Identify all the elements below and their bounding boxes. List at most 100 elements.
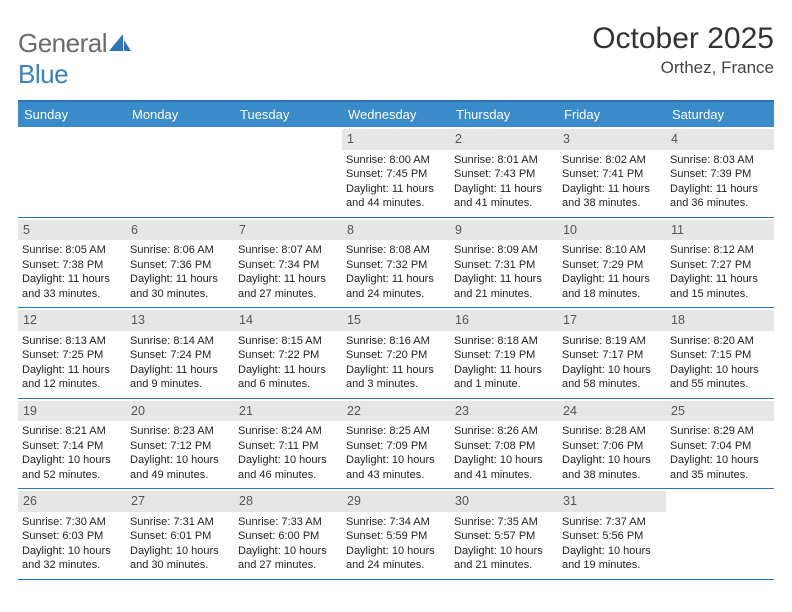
day-cell: 11Sunrise: 8:12 AMSunset: 7:27 PMDayligh…	[666, 218, 774, 308]
daylight-line: and 21 minutes.	[454, 287, 554, 302]
daylight-line: Daylight: 11 hours	[670, 182, 770, 197]
logo-part1: General	[18, 28, 107, 58]
sunrise-line: Sunrise: 8:03 AM	[670, 153, 770, 168]
daylight-line: and 43 minutes.	[346, 468, 446, 483]
header: General Blue October 2025 Orthez, France	[18, 22, 774, 90]
day-cell: 12Sunrise: 8:13 AMSunset: 7:25 PMDayligh…	[18, 308, 126, 398]
day-number: 9	[450, 220, 558, 241]
sunrise-line: Sunrise: 8:10 AM	[562, 243, 662, 258]
daylight-line: Daylight: 11 hours	[346, 272, 446, 287]
daylight-line: and 21 minutes.	[454, 558, 554, 573]
logo-part2: Blue	[18, 59, 68, 89]
daylight-line: Daylight: 10 hours	[346, 544, 446, 559]
day-header-sat: Saturday	[666, 102, 774, 127]
day-cell: 15Sunrise: 8:16 AMSunset: 7:20 PMDayligh…	[342, 308, 450, 398]
day-number: 25	[666, 401, 774, 422]
day-number: 3	[558, 129, 666, 150]
daylight-line: and 12 minutes.	[22, 377, 122, 392]
sunrise-line: Sunrise: 8:15 AM	[238, 334, 338, 349]
daylight-line: and 32 minutes.	[22, 558, 122, 573]
daylight-line: and 30 minutes.	[130, 287, 230, 302]
day-cell: 16Sunrise: 8:18 AMSunset: 7:19 PMDayligh…	[450, 308, 558, 398]
day-number: 19	[18, 401, 126, 422]
daylight-line: and 38 minutes.	[562, 468, 662, 483]
week-row: 26Sunrise: 7:30 AMSunset: 6:03 PMDayligh…	[18, 489, 774, 580]
day-number: 20	[126, 401, 234, 422]
day-number: 13	[126, 310, 234, 331]
sunrise-line: Sunrise: 8:09 AM	[454, 243, 554, 258]
day-header-tue: Tuesday	[234, 102, 342, 127]
day-number: 4	[666, 129, 774, 150]
day-number: 18	[666, 310, 774, 331]
daylight-line: and 9 minutes.	[130, 377, 230, 392]
sunset-line: Sunset: 7:12 PM	[130, 439, 230, 454]
sunrise-line: Sunrise: 8:01 AM	[454, 153, 554, 168]
day-cell: 2Sunrise: 8:01 AMSunset: 7:43 PMDaylight…	[450, 127, 558, 217]
daylight-line: and 27 minutes.	[238, 287, 338, 302]
daylight-line: and 44 minutes.	[346, 196, 446, 211]
sunrise-line: Sunrise: 7:33 AM	[238, 515, 338, 530]
day-cell: 18Sunrise: 8:20 AMSunset: 7:15 PMDayligh…	[666, 308, 774, 398]
daylight-line: Daylight: 11 hours	[562, 272, 662, 287]
day-header-sun: Sunday	[18, 102, 126, 127]
day-number: 23	[450, 401, 558, 422]
daylight-line: and 30 minutes.	[130, 558, 230, 573]
sunset-line: Sunset: 7:22 PM	[238, 348, 338, 363]
day-header-mon: Monday	[126, 102, 234, 127]
day-cell: 24Sunrise: 8:28 AMSunset: 7:06 PMDayligh…	[558, 399, 666, 489]
day-number: 7	[234, 220, 342, 241]
sunrise-line: Sunrise: 8:12 AM	[670, 243, 770, 258]
day-header-fri: Friday	[558, 102, 666, 127]
sunset-line: Sunset: 5:59 PM	[346, 529, 446, 544]
day-cell: 6Sunrise: 8:06 AMSunset: 7:36 PMDaylight…	[126, 218, 234, 308]
calendar: Sunday Monday Tuesday Wednesday Thursday…	[18, 100, 774, 580]
daylight-line: and 36 minutes.	[670, 196, 770, 211]
sunset-line: Sunset: 7:17 PM	[562, 348, 662, 363]
sunset-line: Sunset: 7:43 PM	[454, 167, 554, 182]
sunrise-line: Sunrise: 7:30 AM	[22, 515, 122, 530]
daylight-line: and 15 minutes.	[670, 287, 770, 302]
day-number: 24	[558, 401, 666, 422]
sunset-line: Sunset: 7:15 PM	[670, 348, 770, 363]
daylight-line: and 49 minutes.	[130, 468, 230, 483]
day-cell: 3Sunrise: 8:02 AMSunset: 7:41 PMDaylight…	[558, 127, 666, 217]
daylight-line: and 35 minutes.	[670, 468, 770, 483]
day-cell: 31Sunrise: 7:37 AMSunset: 5:56 PMDayligh…	[558, 489, 666, 579]
sunset-line: Sunset: 7:11 PM	[238, 439, 338, 454]
daylight-line: and 41 minutes.	[454, 196, 554, 211]
daylight-line: Daylight: 10 hours	[238, 544, 338, 559]
daylight-line: and 38 minutes.	[562, 196, 662, 211]
sunrise-line: Sunrise: 8:06 AM	[130, 243, 230, 258]
day-number: 5	[18, 220, 126, 241]
day-number: 28	[234, 491, 342, 512]
sunrise-line: Sunrise: 7:35 AM	[454, 515, 554, 530]
logo-sail-icon	[109, 28, 131, 58]
day-number: 15	[342, 310, 450, 331]
daylight-line: Daylight: 10 hours	[238, 453, 338, 468]
day-number: 30	[450, 491, 558, 512]
day-cell	[126, 127, 234, 217]
sunrise-line: Sunrise: 8:07 AM	[238, 243, 338, 258]
sunrise-line: Sunrise: 8:16 AM	[346, 334, 446, 349]
sunrise-line: Sunrise: 7:34 AM	[346, 515, 446, 530]
daylight-line: Daylight: 10 hours	[22, 453, 122, 468]
day-cell: 20Sunrise: 8:23 AMSunset: 7:12 PMDayligh…	[126, 399, 234, 489]
sunset-line: Sunset: 6:00 PM	[238, 529, 338, 544]
daylight-line: and 41 minutes.	[454, 468, 554, 483]
week-row: 1Sunrise: 8:00 AMSunset: 7:45 PMDaylight…	[18, 127, 774, 218]
daylight-line: Daylight: 10 hours	[454, 453, 554, 468]
sunset-line: Sunset: 7:08 PM	[454, 439, 554, 454]
day-cell: 13Sunrise: 8:14 AMSunset: 7:24 PMDayligh…	[126, 308, 234, 398]
sunrise-line: Sunrise: 7:31 AM	[130, 515, 230, 530]
day-number: 11	[666, 220, 774, 241]
sunrise-line: Sunrise: 8:00 AM	[346, 153, 446, 168]
day-number: 12	[18, 310, 126, 331]
day-cell: 21Sunrise: 8:24 AMSunset: 7:11 PMDayligh…	[234, 399, 342, 489]
day-cell: 26Sunrise: 7:30 AMSunset: 6:03 PMDayligh…	[18, 489, 126, 579]
sunset-line: Sunset: 6:03 PM	[22, 529, 122, 544]
daylight-line: and 33 minutes.	[22, 287, 122, 302]
sunrise-line: Sunrise: 8:02 AM	[562, 153, 662, 168]
daylight-line: and 3 minutes.	[346, 377, 446, 392]
sunrise-line: Sunrise: 8:19 AM	[562, 334, 662, 349]
day-cell: 22Sunrise: 8:25 AMSunset: 7:09 PMDayligh…	[342, 399, 450, 489]
